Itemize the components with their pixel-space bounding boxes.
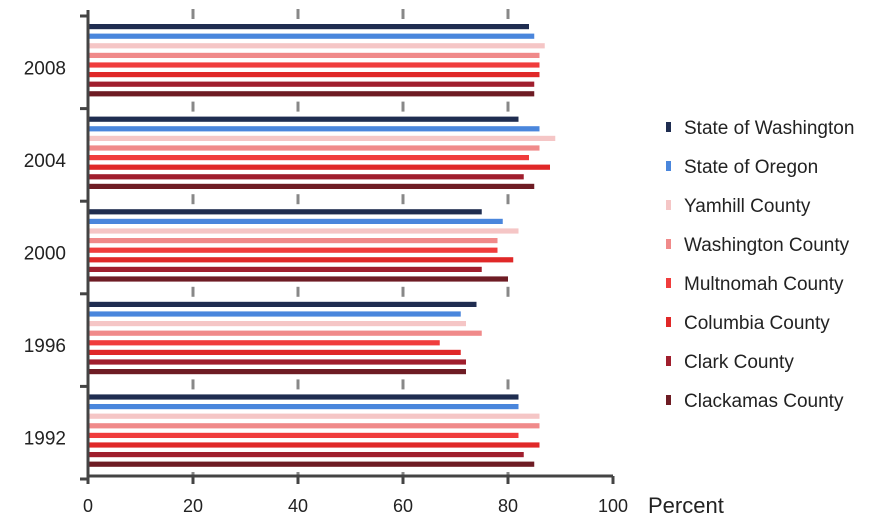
bar <box>88 24 529 30</box>
bar <box>88 62 540 68</box>
bar <box>88 218 503 224</box>
bar <box>88 209 482 215</box>
bar <box>88 183 535 189</box>
bar <box>88 81 535 87</box>
legend-swatch <box>666 161 671 171</box>
bar <box>88 394 519 400</box>
bar <box>88 145 540 151</box>
bar <box>88 43 545 49</box>
bar <box>88 340 440 346</box>
bar <box>88 452 524 458</box>
legend-label: Clackamas County <box>684 391 844 412</box>
x-tick-labels: 0 20 40 60 80 100 <box>83 496 628 516</box>
x-tick-label: 0 <box>83 496 93 516</box>
bar <box>88 135 556 141</box>
legend-swatch <box>666 395 671 405</box>
bar <box>88 311 461 317</box>
y-tick-label: 2000 <box>24 244 66 265</box>
bar <box>88 432 519 438</box>
gridlines <box>191 9 510 482</box>
bar <box>88 72 540 78</box>
legend-swatch <box>666 356 671 366</box>
bar <box>88 349 461 355</box>
bar <box>88 52 540 58</box>
bar <box>88 330 482 336</box>
x-tick-label: 60 <box>393 496 413 516</box>
x-tick-label: 20 <box>183 496 203 516</box>
x-tick-label: 80 <box>498 496 518 516</box>
bar <box>88 238 498 244</box>
bar <box>88 164 550 170</box>
bar <box>88 413 540 419</box>
y-tick-label: 2004 <box>24 151 67 172</box>
legend-label: Washington County <box>684 235 850 256</box>
legend-label: State of Washington <box>684 118 854 139</box>
bar <box>88 116 519 122</box>
legend-label: Columbia County <box>684 313 830 334</box>
x-tick-label: 40 <box>288 496 308 516</box>
bar <box>88 442 540 448</box>
legend: State of Washington State of Oregon Yamhil… <box>666 118 854 412</box>
bar <box>88 369 466 375</box>
bar <box>88 155 529 161</box>
bar <box>88 461 535 467</box>
bar <box>88 276 508 282</box>
bar <box>88 174 524 180</box>
legend-label: State of Oregon <box>684 157 818 178</box>
legend-swatch <box>666 122 671 132</box>
bar <box>88 91 535 97</box>
bars <box>88 24 556 467</box>
legend-swatch <box>666 239 671 249</box>
y-tick-label: 1996 <box>24 336 66 357</box>
bar <box>88 423 540 429</box>
legend-swatch <box>666 317 671 327</box>
bar <box>88 266 482 272</box>
legend-swatch <box>666 200 671 210</box>
y-tick-label: 1992 <box>24 429 66 450</box>
bar <box>88 33 535 39</box>
bar <box>88 228 519 234</box>
axes <box>80 10 615 484</box>
bar <box>88 404 519 410</box>
legend-swatch <box>666 278 671 288</box>
legend-label: Multnomah County <box>684 274 844 295</box>
bar <box>88 247 498 253</box>
bar <box>88 321 466 327</box>
x-axis-unit-label: Percent <box>648 493 724 518</box>
bar <box>88 257 514 263</box>
y-tick-labels: 2008 2004 2000 1996 1992 <box>24 58 67 449</box>
bar <box>88 126 540 132</box>
bar <box>88 301 477 307</box>
x-tick-label: 100 <box>598 496 628 516</box>
y-tick-label: 2008 <box>24 58 66 79</box>
legend-label: Yamhill County <box>684 196 811 217</box>
bar <box>88 359 466 365</box>
legend-label: Clark County <box>684 352 794 373</box>
